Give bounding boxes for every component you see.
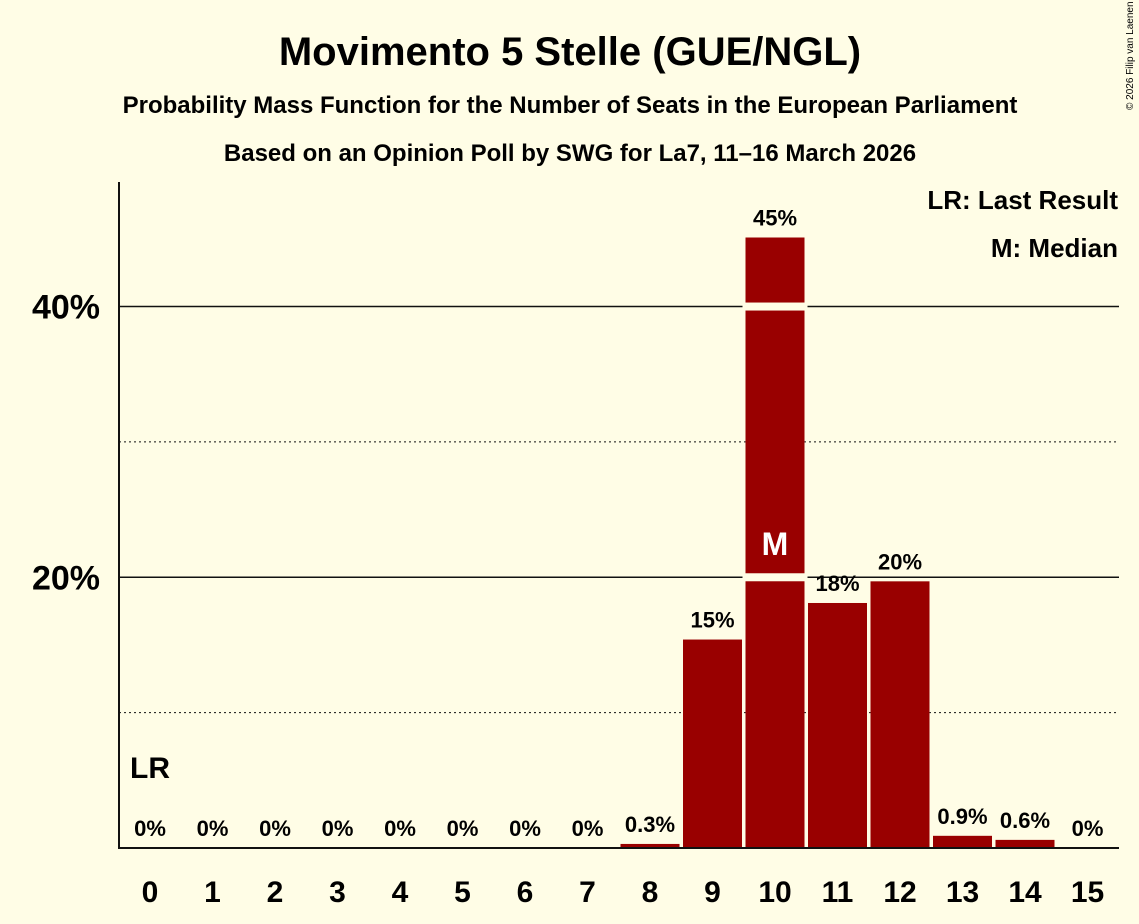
data-label: 0.6% [1000, 808, 1050, 833]
value-labels: 0% 0% 0% 0% 0% 0% 0% 0% 0.3% 15% 45% 18% 20% 0.9% 0.6%… [134, 206, 1103, 842]
bar [620, 843, 680, 848]
data-label: 0.9% [937, 804, 987, 829]
data-label: 18% [815, 571, 859, 596]
data-label: 0% [384, 816, 416, 841]
data-label: 0% [259, 816, 291, 841]
bar [745, 237, 805, 848]
y-tick-label: 40% [32, 289, 100, 327]
x-tick-label: 10 [758, 876, 791, 909]
x-tick-label: 15 [1071, 876, 1104, 909]
x-tick-label: 12 [883, 876, 916, 909]
data-label: 0% [197, 816, 229, 841]
data-label: 0% [134, 816, 166, 841]
x-tick-label: 0 [142, 876, 159, 909]
x-tick-label: 2 [267, 876, 284, 909]
copyright-notice: © 2026 Filip van Laenen [1125, 1, 1136, 110]
x-tick-label: 7 [579, 876, 596, 909]
bar [933, 835, 992, 848]
x-tick-label: 3 [329, 876, 346, 909]
x-tick-label: 5 [454, 876, 471, 909]
data-label: 0% [1072, 816, 1104, 841]
bar [683, 639, 742, 848]
median-marker: M [762, 526, 789, 562]
bar [995, 839, 1055, 848]
bar [808, 602, 867, 848]
bars [620, 237, 1055, 848]
data-label: 45% [753, 206, 797, 231]
y-tick-label: 20% [32, 559, 100, 597]
legend-median: M: Median [991, 233, 1118, 263]
median-gap-mask [742, 302, 808, 311]
chart-subtitle-poll: Based on an Opinion Poll by SWG for La7,… [224, 140, 916, 167]
data-label: 15% [690, 608, 734, 633]
x-tick-label: 14 [1008, 876, 1042, 909]
data-label: 0.3% [625, 812, 675, 837]
data-label: 0% [509, 816, 541, 841]
median-gap-mask [742, 573, 808, 582]
x-tick-label: 1 [204, 876, 221, 909]
data-label: 0% [447, 816, 479, 841]
last-result-marker: LR [130, 752, 170, 785]
x-tick-label: 4 [392, 876, 409, 909]
x-tick-label: 11 [822, 876, 854, 909]
x-tick-label: 8 [642, 876, 659, 909]
legend-last-result: LR: Last Result [927, 185, 1118, 215]
bar [870, 581, 930, 848]
chart-subtitle: Probability Mass Function for the Number… [123, 92, 1018, 119]
data-label: 0% [572, 816, 604, 841]
gridlines [119, 305, 1119, 714]
x-tick-label: 13 [946, 876, 979, 909]
data-label: 20% [878, 549, 922, 574]
x-tick-label: 6 [517, 876, 534, 909]
x-axis-ticks: 0 1 2 3 4 5 6 7 8 9 10 11 12 13 14 15 [142, 876, 1105, 909]
y-axis-ticks: 20% 40% [32, 289, 100, 598]
data-label: 0% [322, 816, 354, 841]
x-tick-label: 9 [704, 876, 721, 909]
chart-title: Movimento 5 Stelle (GUE/NGL) [279, 30, 861, 74]
